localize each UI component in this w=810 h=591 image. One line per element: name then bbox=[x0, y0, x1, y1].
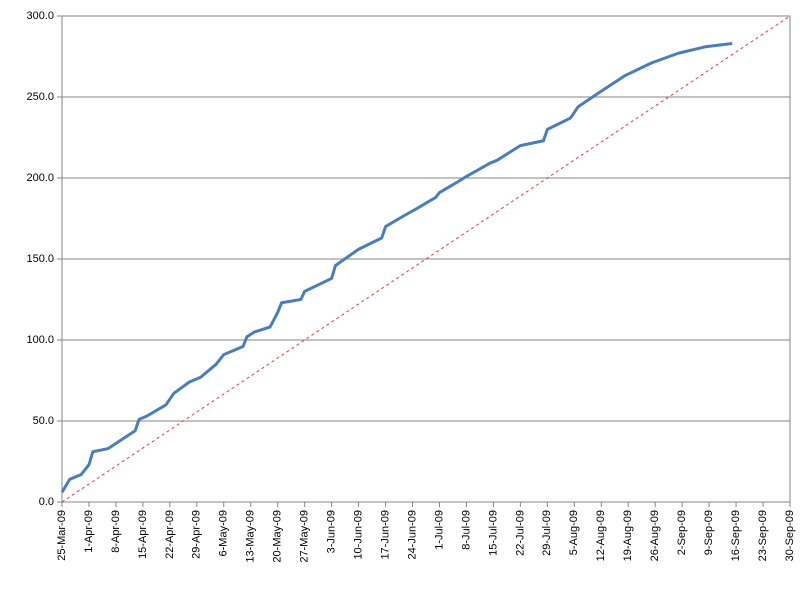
y-tick-label: 250.0 bbox=[26, 91, 54, 103]
x-tick-label: 29-Apr-09 bbox=[191, 510, 203, 559]
x-tick-label: 1-Jul-09 bbox=[433, 510, 445, 550]
x-tick-label: 16-Sep-09 bbox=[730, 510, 742, 561]
x-tick-label: 15-Apr-09 bbox=[137, 510, 149, 559]
y-tick-label: 0.0 bbox=[39, 496, 54, 508]
x-tick-label: 17-Jun-09 bbox=[379, 510, 391, 560]
x-tick-label: 1-Apr-09 bbox=[83, 510, 95, 553]
x-tick-label: 12-Aug-09 bbox=[595, 510, 607, 561]
y-tick-label: 200.0 bbox=[26, 172, 54, 184]
x-tick-label: 26-Aug-09 bbox=[649, 510, 661, 561]
y-tick-label: 300.0 bbox=[26, 10, 54, 22]
x-tick-label: 2-Sep-09 bbox=[676, 510, 688, 555]
x-tick-label: 3-Jun-09 bbox=[326, 510, 338, 553]
y-tick-label: 150.0 bbox=[26, 253, 54, 265]
x-tick-label: 30-Sep-09 bbox=[784, 510, 796, 561]
data-line bbox=[60, 42, 733, 494]
x-tick-label: 23-Sep-09 bbox=[757, 510, 769, 561]
x-tick-label: 9-Sep-09 bbox=[703, 510, 715, 555]
x-tick-label: 15-Jul-09 bbox=[487, 510, 499, 556]
x-tick-label: 19-Aug-09 bbox=[622, 510, 634, 561]
x-tick-label: 24-Jun-09 bbox=[406, 510, 418, 560]
x-tick-label: 27-May-09 bbox=[299, 510, 311, 563]
x-tick-label: 5-Aug-09 bbox=[568, 510, 580, 555]
x-tick-label: 13-May-09 bbox=[245, 510, 257, 563]
x-tick-label: 22-Jul-09 bbox=[514, 510, 526, 556]
x-tick-label: 10-Jun-09 bbox=[352, 510, 364, 560]
y-tick-label: 50.0 bbox=[33, 415, 54, 427]
x-tick-label: 20-May-09 bbox=[272, 510, 284, 563]
y-tick-label: 100.0 bbox=[26, 334, 54, 346]
x-tick-label: 22-Apr-09 bbox=[164, 510, 176, 559]
x-tick-label: 6-May-09 bbox=[218, 510, 230, 556]
x-tick-label: 29-Jul-09 bbox=[541, 510, 553, 556]
x-tick-label: 8-Jul-09 bbox=[460, 510, 472, 550]
x-tick-label: 25-Mar-09 bbox=[56, 510, 68, 561]
x-tick-label: 8-Apr-09 bbox=[110, 510, 122, 553]
reference-line bbox=[61, 15, 791, 503]
